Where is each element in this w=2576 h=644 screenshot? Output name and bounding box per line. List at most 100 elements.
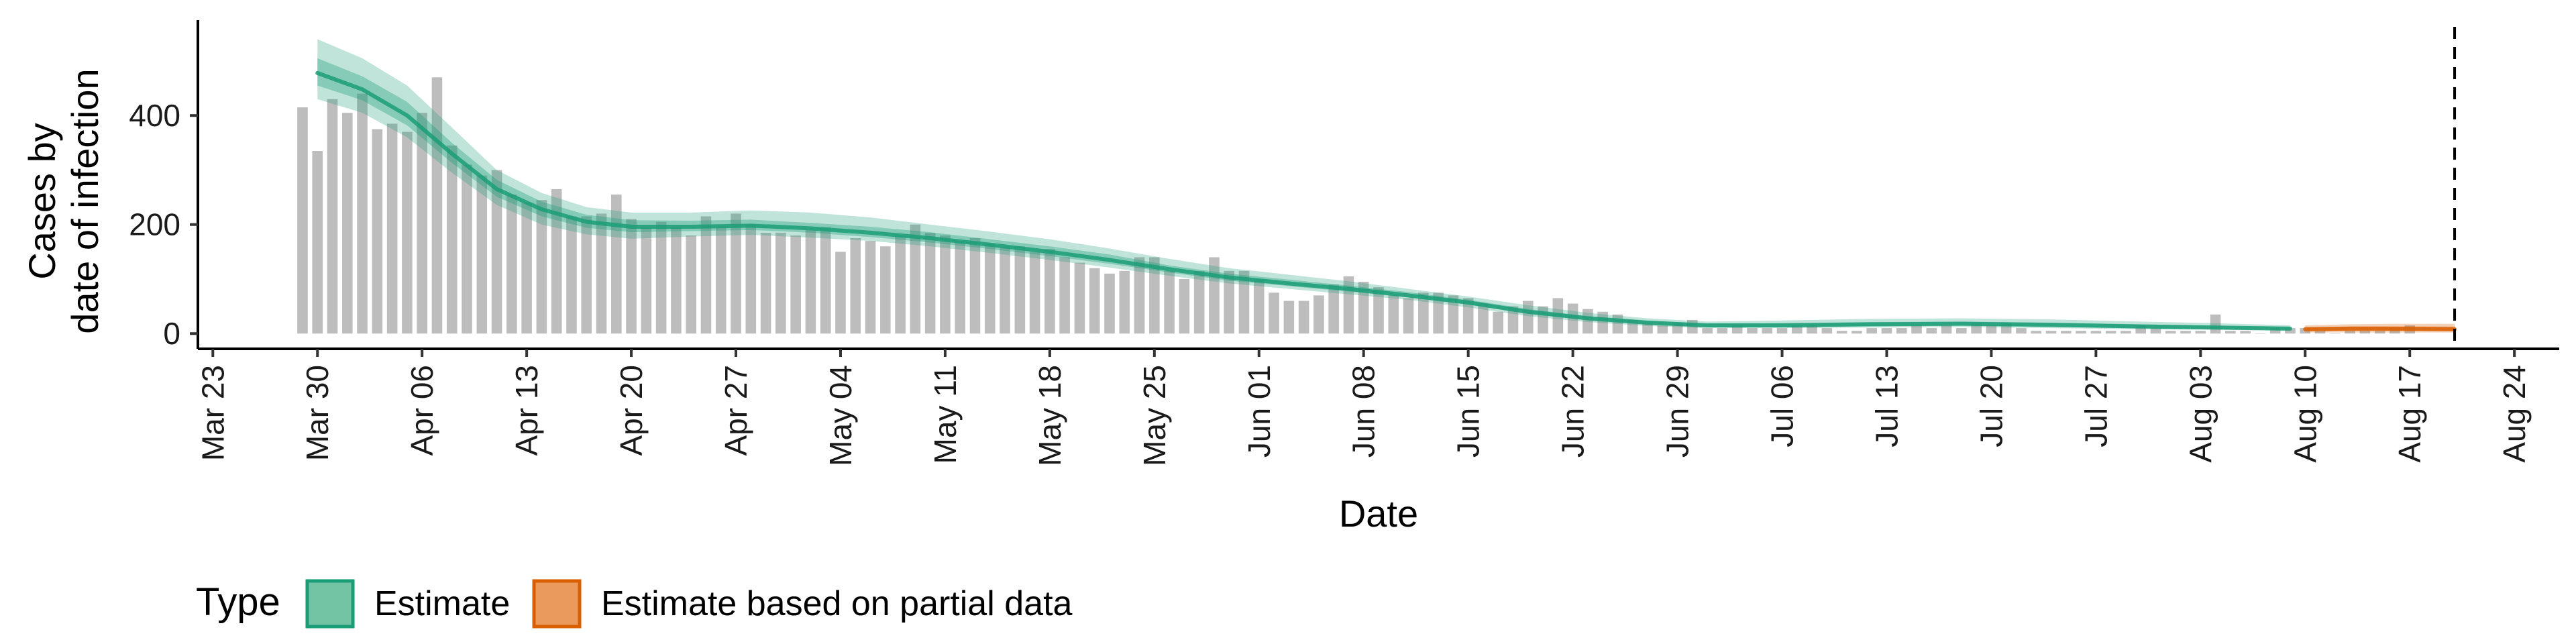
case-bar [2240, 331, 2251, 334]
x-tick-label: Aug 03 [2183, 365, 2218, 463]
legend-title: Type [196, 580, 280, 624]
case-bar [1134, 257, 1145, 334]
case-bar [1089, 268, 1100, 334]
case-bar [312, 151, 323, 334]
case-bar [2105, 331, 2116, 334]
case-bar [2330, 333, 2341, 334]
case-bar [1149, 257, 1160, 334]
case-bar [327, 99, 338, 334]
x-tick-label: Mar 30 [300, 365, 335, 461]
case-bar [969, 238, 981, 334]
x-axis-title: Date [1339, 492, 1418, 535]
case-bar [1433, 292, 1444, 334]
case-bar [1029, 252, 1040, 334]
case-bar [1478, 303, 1489, 334]
case-bar [984, 244, 996, 334]
x-tick-label: Jul 27 [2078, 365, 2113, 447]
case-bar [2255, 333, 2266, 334]
case-bar [2390, 328, 2400, 334]
case-bar [581, 216, 592, 334]
case-bar [1014, 246, 1026, 334]
case-bar [1911, 325, 1922, 334]
case-bar [1000, 246, 1010, 334]
x-tick-label: Jul 06 [1765, 365, 1800, 447]
case-bar [1044, 249, 1055, 334]
case-bar [1269, 292, 1279, 334]
case-bar [2045, 331, 2057, 334]
x-tick-label: Jun 29 [1660, 365, 1695, 458]
case-bar [715, 227, 727, 334]
case-bar [2121, 331, 2131, 334]
case-bar [1448, 295, 1459, 334]
case-bar [1059, 257, 1070, 334]
case-bar [1298, 301, 1309, 334]
y-axis-title-line1: Cases by [21, 123, 63, 279]
x-tick-label: Apr 27 [718, 365, 753, 456]
case-bar [1074, 262, 1085, 334]
case-bar [386, 123, 398, 334]
x-tick-label: Apr 20 [614, 365, 649, 456]
case-bar [417, 113, 427, 334]
case-bar [940, 235, 951, 334]
case-bar [1881, 328, 1892, 334]
case-bar [1926, 328, 1937, 334]
case-bar [506, 195, 517, 334]
case-bar [626, 219, 637, 334]
y-tick-label: 400 [129, 98, 180, 133]
case-bar [880, 246, 891, 334]
y-tick-label: 0 [163, 316, 180, 351]
x-tick-label: Aug 17 [2392, 365, 2427, 463]
case-bar [790, 235, 801, 334]
case-bar [1657, 325, 1668, 334]
case-bar [1104, 273, 1115, 334]
case-bar [2016, 328, 2027, 334]
case-bar [2285, 328, 2296, 334]
case-bar [1731, 325, 1743, 334]
x-tick-label: May 11 [928, 365, 963, 464]
case-bar [1119, 270, 1130, 334]
case-bar [1986, 325, 1997, 334]
case-bar [760, 232, 771, 334]
case-bar [2374, 331, 2385, 334]
case-bar [372, 129, 383, 334]
case-bar [491, 170, 502, 334]
x-tick-label: Jun 22 [1556, 365, 1591, 458]
case-bar [2314, 331, 2326, 334]
case-bar [357, 93, 368, 334]
case-bar [2195, 331, 2206, 334]
case-bar [1866, 328, 1877, 334]
case-bar [910, 224, 921, 334]
x-tick-label: Jul 13 [1869, 365, 1904, 447]
case-bar [1403, 298, 1414, 334]
case-bar [2180, 331, 2191, 334]
case-bar [297, 107, 308, 334]
x-tick-label: Apr 06 [405, 365, 439, 456]
case-bar [865, 241, 876, 334]
case-bar [1717, 328, 1728, 334]
case-bar [655, 221, 667, 334]
case-bar [2150, 328, 2161, 334]
case-bar [1164, 270, 1175, 334]
case-bar [1956, 328, 1967, 334]
x-tick-label: May 04 [823, 365, 858, 466]
case-bar [1328, 284, 1339, 334]
case-bar [611, 195, 622, 334]
case-bar [2359, 331, 2371, 334]
case-bar [850, 238, 861, 334]
case-bar [402, 131, 413, 334]
case-bar [1896, 328, 1907, 334]
case-bar [671, 227, 682, 334]
case-bar [1642, 323, 1653, 334]
x-tick-label: Jun 01 [1242, 365, 1277, 458]
case-bar [924, 232, 936, 334]
case-bar [775, 232, 786, 334]
x-tick-label: Jul 20 [1974, 365, 2008, 447]
case-bar [686, 235, 696, 334]
case-bar [1776, 328, 1788, 334]
x-tick-label: Jun 08 [1346, 365, 1381, 458]
case-bar [895, 235, 906, 334]
case-bar [1747, 328, 1758, 334]
estimate-median-line [315, 70, 2292, 331]
case-bar [2090, 331, 2102, 334]
